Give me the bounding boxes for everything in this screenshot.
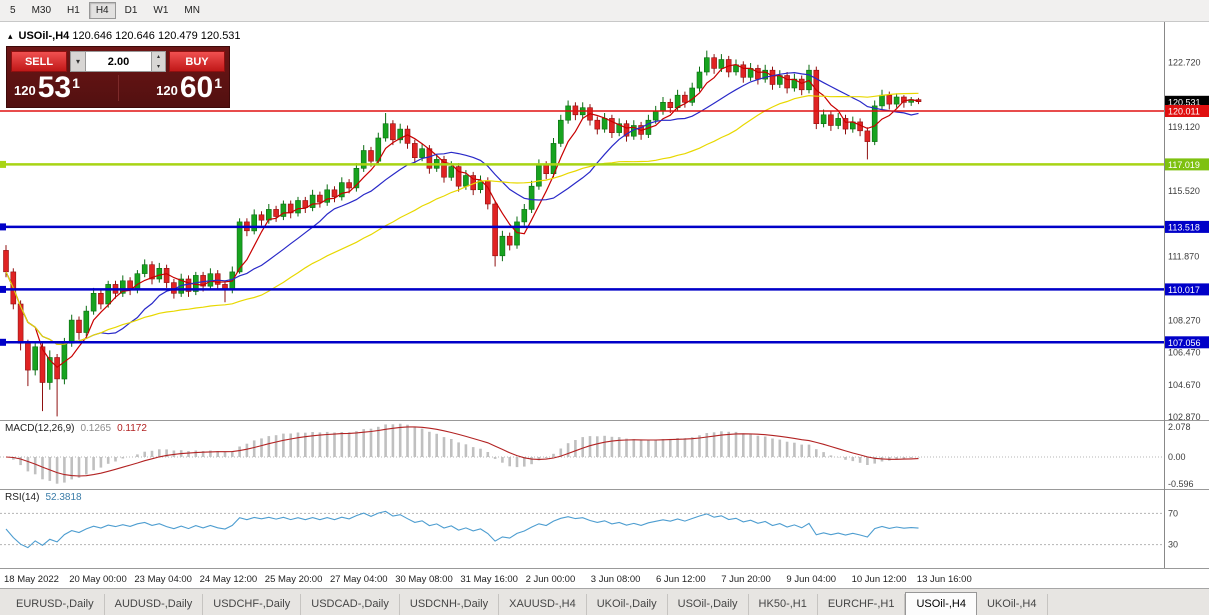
svg-text:111.870: 111.870 (1168, 251, 1199, 261)
chart-tab-ukoil-daily[interactable]: UKOil-,Daily (587, 594, 668, 615)
chart-tab-usoil-h4[interactable]: USOil-,H4 (905, 592, 977, 615)
volume-dropdown-icon[interactable]: ▾ (70, 51, 86, 72)
svg-text:104.670: 104.670 (1168, 380, 1201, 390)
chart-tab-xauusd-h4[interactable]: XAUUSD-,H4 (499, 594, 587, 615)
volume-decrease-icon[interactable]: ▾ (152, 61, 165, 71)
chart-tab-usdchf-daily[interactable]: USDCHF-,Daily (203, 594, 302, 615)
bid-digits: 53 (37, 71, 72, 104)
collapse-panel-icon[interactable]: ▴ (8, 30, 13, 41)
svg-text:122.720: 122.720 (1168, 58, 1201, 68)
timeframe-d1[interactable]: D1 (118, 2, 145, 19)
volume-increase-icon[interactable]: ▴ (152, 52, 165, 62)
chart-tab-usdcad-daily[interactable]: USDCAD-,Daily (301, 594, 400, 615)
chart-tab-eurchf-h1[interactable]: EURCHF-,H1 (818, 594, 906, 615)
volume-control: ▾ 2.00 ▴ ▾ (70, 51, 166, 72)
bid-price: 120 53 1 (14, 71, 80, 104)
bid-pip: 1 (72, 75, 80, 91)
ask-prefix: 120 (156, 82, 178, 98)
svg-text:115.520: 115.520 (1168, 186, 1200, 196)
ask-digits: 60 (179, 71, 214, 104)
svg-text:120.531: 120.531 (1168, 97, 1201, 107)
svg-text:70: 70 (1168, 508, 1178, 518)
ask-pip: 1 (214, 75, 222, 91)
svg-text:2 Jun 00:00: 2 Jun 00:00 (526, 574, 576, 585)
svg-text:0.00: 0.00 (1168, 452, 1186, 462)
chart-tab-bar: EURUSD-,Daily AUDUSD-,Daily USDCHF-,Daily U… (0, 588, 1209, 615)
svg-text:2.078: 2.078 (1168, 422, 1191, 432)
one-click-trading-panel: SELL ▾ 2.00 ▴ ▾ BUY 120 53 1 120 60 1 (6, 46, 230, 108)
chart-tab-eurusd-daily[interactable]: EURUSD-,Daily (6, 594, 105, 615)
chart-ohlc-values: 120.646 120.646 120.479 120.531 (72, 30, 241, 42)
timeframe-h4[interactable]: H4 (88, 2, 116, 19)
macd-main-value: 0.1265 (80, 423, 112, 434)
price-chart[interactable]: 122.720 119.120 115.520 111.870 108.270 106.4… (0, 22, 1209, 588)
sell-button[interactable]: SELL (11, 51, 67, 72)
timeframe-h1[interactable]: H1 (60, 2, 87, 19)
svg-text:25 May 20:00: 25 May 20:00 (265, 574, 323, 585)
macd-name: MACD(12,26,9) (5, 423, 75, 434)
svg-text:3 Jun 08:00: 3 Jun 08:00 (591, 574, 641, 585)
svg-text:23 May 04:00: 23 May 04:00 (134, 574, 192, 585)
chart-tab-usoil-daily[interactable]: USOil-,Daily (668, 594, 749, 615)
timeframe-5[interactable]: 5 (3, 2, 23, 19)
svg-text:31 May 16:00: 31 May 16:00 (460, 574, 518, 585)
svg-text:30: 30 (1168, 540, 1178, 550)
rsi-value: 52.3818 (45, 492, 82, 503)
svg-text:102.870: 102.870 (1168, 412, 1201, 422)
svg-text:27 May 04:00: 27 May 04:00 (330, 574, 388, 585)
volume-input[interactable]: 2.00 (86, 51, 152, 72)
svg-text:107.056: 107.056 (1168, 338, 1201, 348)
svg-text:9 Jun 04:00: 9 Jun 04:00 (786, 574, 836, 585)
chart-symbol: USOil-,H4 (18, 30, 70, 42)
svg-text:6 Jun 12:00: 6 Jun 12:00 (656, 574, 706, 585)
timeframe-toolbar: 5 M30 H1 H4 D1 W1 MN (0, 0, 1209, 22)
svg-text:113.518: 113.518 (1168, 222, 1200, 232)
svg-text:10 Jun 12:00: 10 Jun 12:00 (852, 574, 907, 585)
svg-text:119.120: 119.120 (1168, 122, 1200, 132)
ask-price: 120 60 1 (156, 71, 222, 104)
chart-tab-audusd-daily[interactable]: AUDUSD-,Daily (105, 594, 204, 615)
chart-tab-hk50-h1[interactable]: HK50-,H1 (749, 594, 818, 615)
svg-text:106.470: 106.470 (1168, 348, 1201, 358)
timeframe-mn[interactable]: MN (177, 2, 207, 19)
macd-indicator-label: MACD(12,26,9) 0.1265 0.1172 (5, 423, 147, 434)
svg-text:-0.596: -0.596 (1168, 479, 1194, 489)
buy-button[interactable]: BUY (169, 51, 225, 72)
timeframe-m30[interactable]: M30 (25, 2, 58, 19)
svg-text:13 Jun 16:00: 13 Jun 16:00 (917, 574, 972, 585)
macd-signal-value: 0.1172 (117, 423, 147, 434)
volume-stepper: ▴ ▾ (152, 51, 166, 72)
rsi-indicator-label: RSI(14) 52.3818 (5, 492, 82, 503)
svg-text:20 May 00:00: 20 May 00:00 (69, 574, 127, 585)
svg-text:24 May 12:00: 24 May 12:00 (200, 574, 258, 585)
svg-text:30 May 08:00: 30 May 08:00 (395, 574, 453, 585)
svg-text:7 Jun 20:00: 7 Jun 20:00 (721, 574, 771, 585)
bid-prefix: 120 (14, 82, 36, 98)
svg-text:117.019: 117.019 (1168, 160, 1200, 170)
svg-text:110.017: 110.017 (1168, 285, 1200, 295)
svg-text:120.011: 120.011 (1168, 107, 1200, 117)
rsi-name: RSI(14) (5, 492, 40, 503)
quote-divider (117, 75, 119, 101)
timeframe-w1[interactable]: W1 (146, 2, 175, 19)
chart-header: ▴ USOil-,H4 120.646 120.646 120.479 120.… (8, 30, 241, 42)
chart-tab-ukoil-h4[interactable]: UKOil-,H4 (977, 594, 1048, 615)
svg-text:108.270: 108.270 (1168, 316, 1201, 326)
chart-tab-usdcnh-daily[interactable]: USDCNH-,Daily (400, 594, 500, 615)
svg-text:18 May 2022: 18 May 2022 (4, 574, 59, 585)
chart-symbol-ohlc: USOil-,H4 120.646 120.646 120.479 120.53… (19, 30, 241, 42)
chart-window: 122.720 119.120 115.520 111.870 108.270 106.4… (0, 22, 1209, 588)
